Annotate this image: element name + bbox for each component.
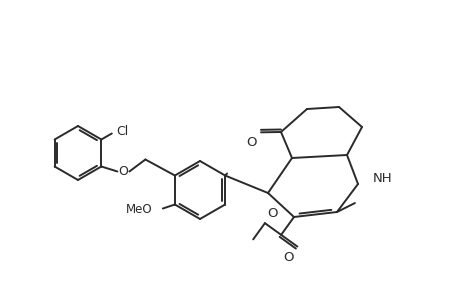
Text: O: O [246, 136, 257, 149]
Text: Cl: Cl [116, 125, 128, 138]
Text: O: O [282, 250, 293, 263]
Text: O: O [118, 165, 128, 178]
Text: O: O [266, 207, 277, 220]
Text: MeO: MeO [126, 203, 152, 216]
Text: NH: NH [372, 172, 392, 185]
